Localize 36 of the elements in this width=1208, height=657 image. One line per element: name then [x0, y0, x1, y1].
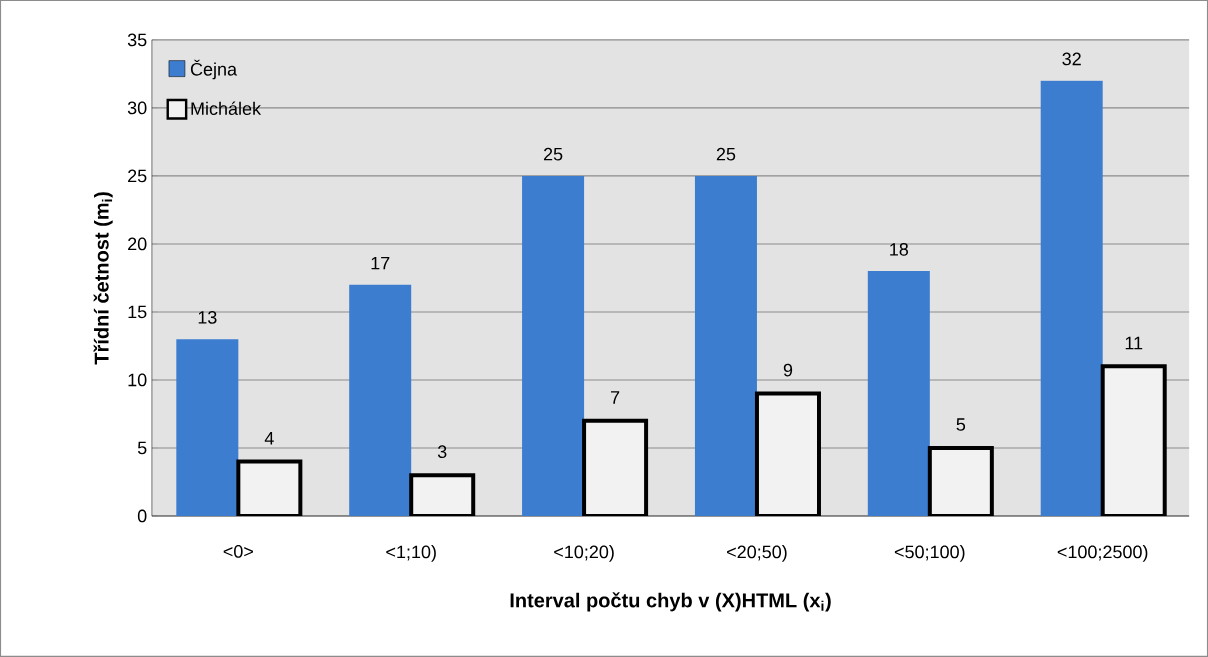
y-tick-label: 30: [127, 101, 147, 115]
data-label: 13: [198, 311, 217, 324]
data-label: 11: [1125, 336, 1143, 350]
x-tick-label: <1;10): [386, 545, 436, 562]
y-tick-label: 5: [137, 441, 147, 455]
data-label: 9: [783, 363, 793, 377]
y-tick-label: 20: [128, 237, 147, 251]
data-label: 25: [716, 147, 736, 161]
y-tick-label: 25: [128, 169, 147, 183]
bar: [1040, 80, 1103, 517]
data-label: 3: [437, 445, 447, 459]
bar: [522, 175, 585, 517]
legend-label: Michálek: [191, 101, 262, 116]
x-tick-label: <0>: [223, 545, 253, 558]
x-tick-label: <10;20): [554, 545, 614, 562]
y-tick-label: 35: [127, 33, 147, 47]
data-label: 4: [264, 432, 274, 445]
legend-label: Čejna: [190, 59, 238, 80]
y-axis-title: Třídní četnost (m$_{i}$): [93, 192, 113, 365]
y-tick-label: 15: [128, 305, 147, 319]
x-axis-title: Interval počtu chyb v (X)HTML (x$_{i}$): [510, 592, 831, 612]
data-label: 5: [956, 418, 966, 431]
x-tick-label: <100;2500): [1057, 545, 1148, 562]
data-label: 17: [371, 257, 390, 270]
bar: [349, 284, 412, 517]
data-label: 32: [1062, 52, 1081, 66]
y-tick-label: 10: [128, 373, 147, 387]
y-tick-label: 0: [137, 509, 147, 523]
bar: [867, 271, 930, 517]
data-label: 25: [543, 147, 563, 161]
data-label: 7: [611, 391, 620, 404]
bar: [694, 175, 757, 517]
x-tick-label: <20;50): [727, 545, 787, 562]
x-tick-label: <50;100): [894, 545, 965, 562]
bar: [176, 339, 239, 517]
data-label: 18: [890, 243, 909, 256]
